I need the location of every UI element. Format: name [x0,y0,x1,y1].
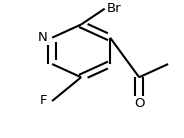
Text: O: O [134,97,144,110]
Text: F: F [39,95,47,108]
Text: Br: Br [107,2,121,15]
Text: N: N [38,31,48,44]
